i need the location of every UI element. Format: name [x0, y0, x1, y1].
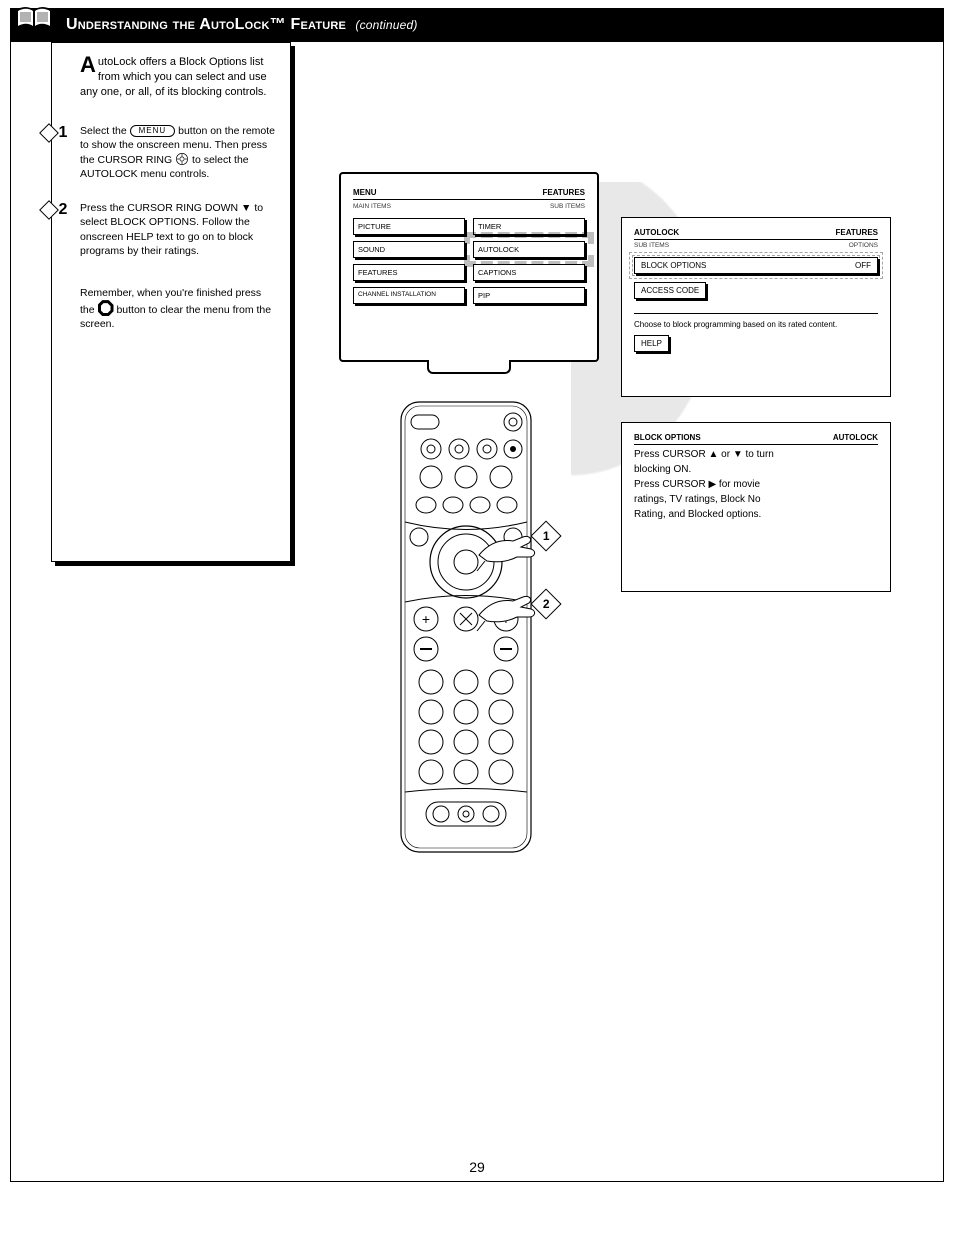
content-frame: AutoLock offers a Block Options list fro… — [10, 42, 944, 1182]
access-code-row[interactable]: ACCESS CODE — [634, 282, 706, 299]
menu-button-label: MENU — [130, 125, 176, 138]
subscreen-header: AUTOLOCKFEATURES — [634, 228, 878, 240]
body-line: Press CURSOR ▶ for movie — [634, 477, 878, 492]
body-line: Rating, and Blocked options. — [634, 507, 878, 522]
page-title-bar: Understanding the AutoLock™ Feature (con… — [10, 8, 944, 42]
menu-item-features[interactable]: FEATURES — [353, 264, 465, 281]
help-text: Choose to block programming based on its… — [634, 320, 878, 329]
page-title: Understanding the AutoLock™ Feature (con… — [66, 16, 418, 34]
block-options-subscreen: BLOCK OPTIONSAUTOLOCK Press CURSOR ▲ or … — [621, 422, 891, 592]
intro-text: AutoLock offers a Block Options list fro… — [80, 55, 278, 100]
tv-header: MENUFEATURES — [353, 188, 585, 200]
cursor-ring-icon — [175, 152, 189, 166]
step-note: Remember, when you're finished press the… — [80, 286, 278, 332]
menu-item-autolock[interactable]: AUTOLOCK — [473, 241, 585, 258]
menu-item-captions[interactable]: CAPTIONS — [473, 264, 585, 281]
subscreen-body: Press CURSOR ▲ or ▼ to turn blocking ON.… — [634, 447, 878, 522]
body-line: ratings, TV ratings, Block No — [634, 492, 878, 507]
book-icon — [14, 4, 54, 34]
step-number: 1 — [52, 122, 74, 144]
help-button[interactable]: HELP — [634, 335, 669, 352]
subscreen-header: BLOCK OPTIONSAUTOLOCK — [634, 433, 878, 445]
menu-item-sound[interactable]: SOUND — [353, 241, 465, 258]
step-2: 2 Press the CURSOR RING DOWN ▼ to select… — [80, 201, 278, 258]
menu-item-timer[interactable]: TIMER — [473, 218, 585, 235]
remote-svg: + + — [371, 397, 561, 867]
page-number: 29 — [469, 1159, 485, 1175]
menu-item-channel-install[interactable]: CHANNEL INSTALLATION — [353, 287, 465, 304]
tv-screen: MENUFEATURES MAIN ITEMSSUB ITEMS PICTURE… — [339, 172, 599, 362]
stop-icon — [98, 300, 114, 316]
menu-item-pip[interactable]: PIP — [473, 287, 585, 304]
remote-illustration: + + — [371, 397, 561, 867]
instruction-card: AutoLock offers a Block Options list fro… — [51, 42, 291, 562]
svg-text:+: + — [422, 611, 430, 627]
autolock-subscreen: AUTOLOCKFEATURES SUB ITEMSOPTIONS BLOCK … — [621, 217, 891, 397]
up-triangle-icon: ▲ — [708, 447, 718, 462]
subscreen-subheader: SUB ITEMSOPTIONS — [634, 242, 878, 249]
tv-menu-grid: PICTURE TIMER SOUND AUTOLOCK FEATURES CA… — [353, 218, 585, 304]
body-line: Press CURSOR ▲ or ▼ to turn — [634, 447, 878, 462]
step-1: 1 Select the MENU button on the remote t… — [80, 124, 278, 182]
down-triangle-icon: ▼ — [733, 447, 743, 462]
divider — [634, 313, 878, 314]
menu-item-picture[interactable]: PICTURE — [353, 218, 465, 235]
step-number: 2 — [52, 199, 74, 221]
body-line: blocking ON. — [634, 462, 878, 477]
page: Understanding the AutoLock™ Feature (con… — [0, 0, 954, 1235]
block-options-row[interactable]: BLOCK OPTIONSOFF — [634, 257, 878, 274]
tv-subheader: MAIN ITEMSSUB ITEMS — [353, 203, 585, 210]
